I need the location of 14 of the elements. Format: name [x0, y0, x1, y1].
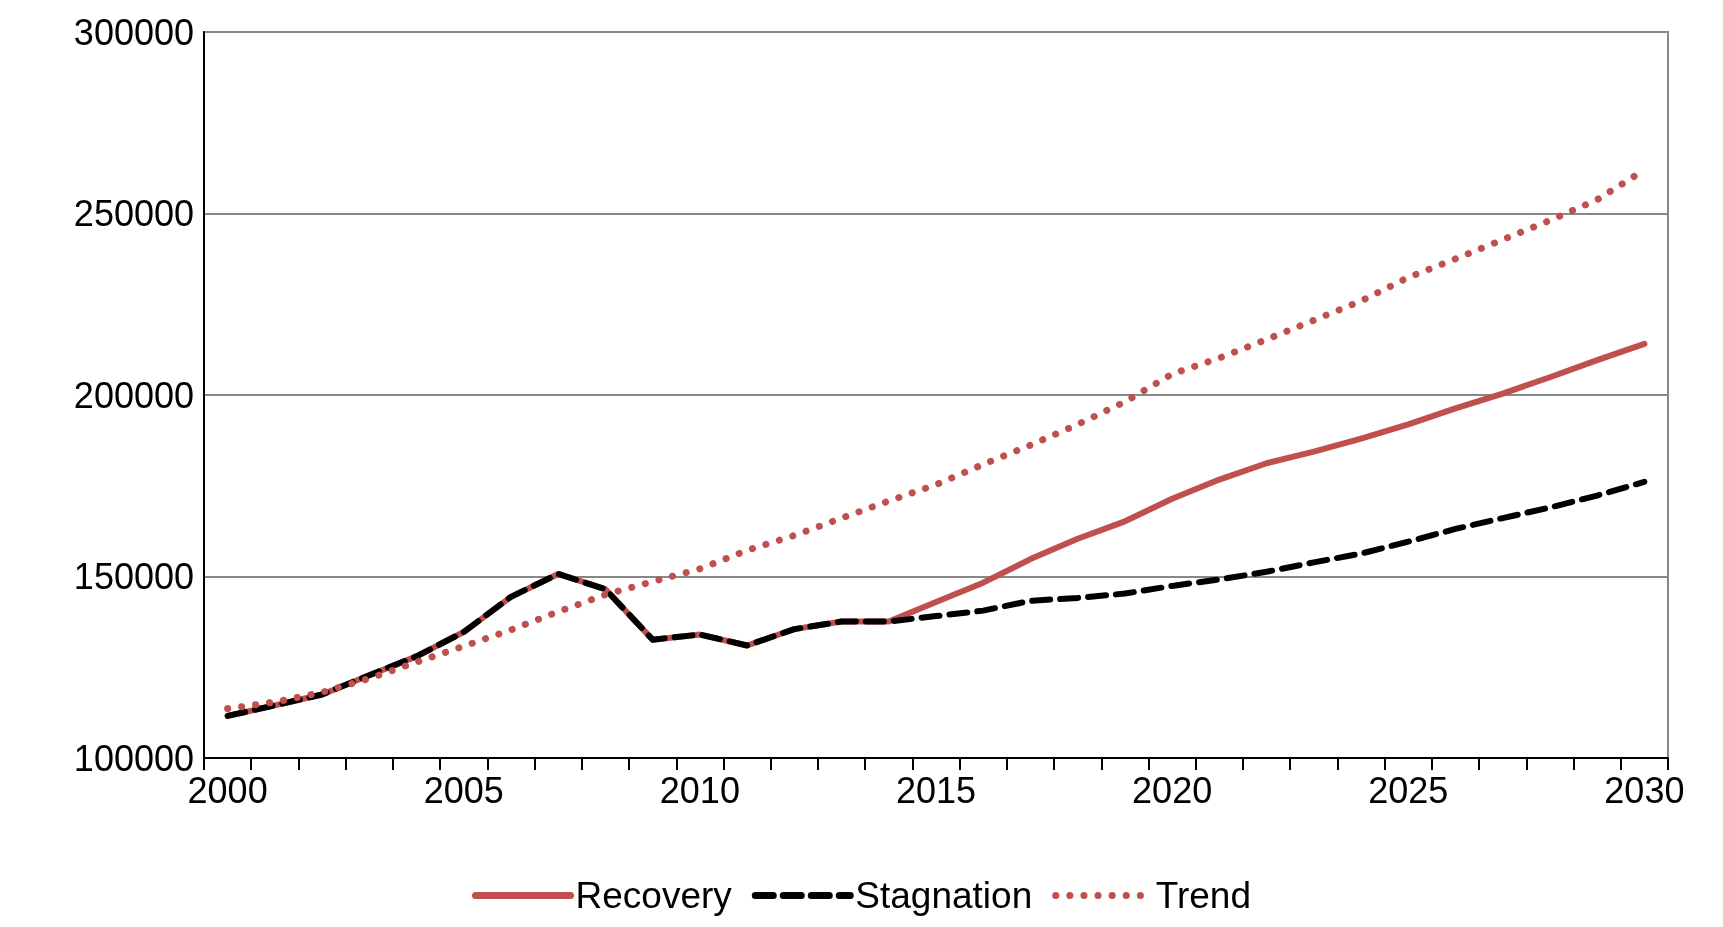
x-tick-label: 2030: [1604, 769, 1685, 811]
x-tick-label: 2005: [423, 769, 504, 811]
y-tick-label: 300000: [73, 11, 194, 53]
y-tick-label: 100000: [73, 737, 194, 779]
y-tick-label: 200000: [73, 374, 194, 416]
y-tick-label: 150000: [73, 556, 194, 597]
legend-label: Stagnation: [855, 875, 1033, 916]
x-tick-label: 2020: [1132, 769, 1213, 811]
legend-label: Recovery: [575, 875, 733, 916]
y-tick-label: 250000: [73, 193, 194, 234]
legend-label: Trend: [1155, 875, 1252, 916]
x-tick-label: 2010: [659, 769, 740, 811]
x-tick-label: 2015: [895, 769, 977, 811]
x-tick-label: 2025: [1368, 769, 1449, 811]
